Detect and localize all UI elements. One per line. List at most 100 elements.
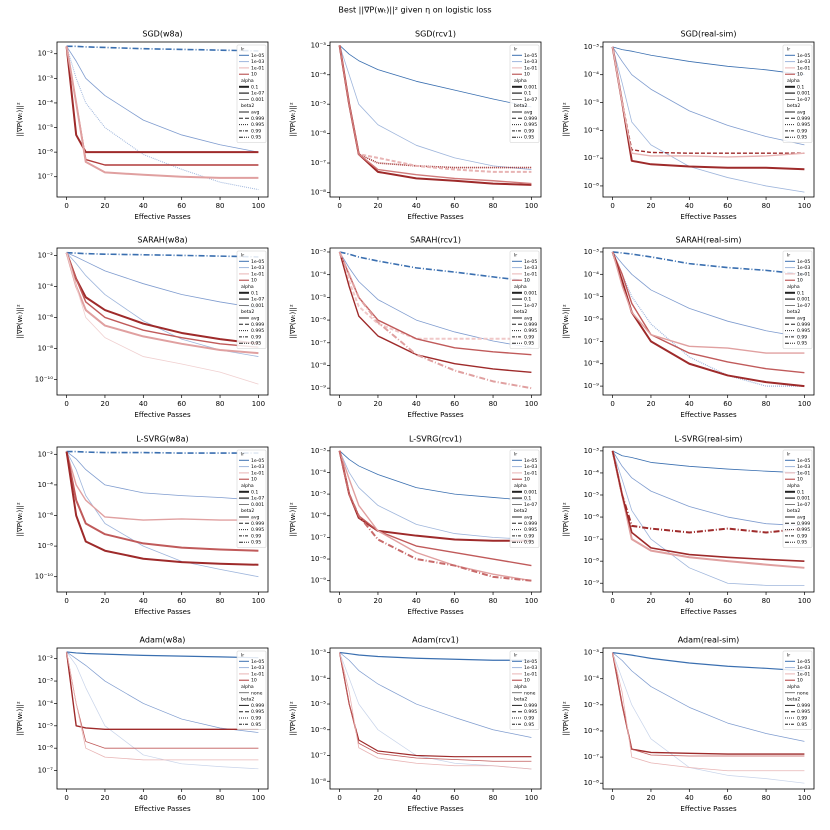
legend-label: 0.999 [251,116,264,122]
x-tick-label: 80 [216,400,225,408]
x-tick-label: 60 [450,400,459,408]
legend-label: 1e-05 [524,53,537,59]
legend-label: 1e-01 [797,470,810,476]
series-line [338,251,532,340]
series-line [338,251,532,390]
legend-label: 1e-07 [524,97,537,103]
legend-group-title: lr [514,47,517,53]
x-axis-label: Effective Passes [680,213,737,221]
y-tick-label: 10⁻⁷ [584,535,600,543]
x-tick-label: 0 [610,794,614,802]
legend-label: 1e-05 [251,259,264,265]
series-line [612,46,805,146]
y-tick-label: 10⁻⁷ [311,533,327,541]
y-tick-label: 10⁻⁶ [311,316,327,324]
legend-label: 0.1 [797,290,804,296]
plot-frame [56,446,269,593]
legend-label: 1e-05 [797,53,810,59]
series-line [338,45,532,185]
legend-label: 1e-05 [524,458,537,464]
y-tick-label: 10⁻⁷ [584,753,600,761]
legend-label: 1e-03 [797,665,810,671]
plot-frame [602,446,815,593]
legend-label: 0.995 [251,527,264,533]
y-tick-label: 10⁻⁶ [584,315,600,323]
y-tick-label: 10⁻⁴ [38,699,54,707]
x-tick-label: 0 [337,794,341,802]
x-tick-label: 100 [798,794,811,802]
series-line [339,251,532,349]
legend-label: 1e-05 [797,259,810,265]
x-tick-label: 100 [252,400,265,408]
legend-group-title: lr [787,653,790,659]
x-axis-label: Effective Passes [134,805,191,813]
legend-label: 0.1 [524,297,531,303]
series-line [338,45,532,186]
legend-label: 1e-03 [251,665,264,671]
legend-group-title: alpha [241,284,254,290]
series-line [612,652,805,757]
series-line [66,651,259,749]
legend-label: 1e-03 [797,59,810,65]
legend-label: 0.999 [797,521,810,527]
legend-label: none [251,691,263,696]
legend-label: avg [524,516,533,521]
series-line [338,251,532,356]
legend-label: 0.95 [797,135,807,141]
legend-label: avg [251,111,260,116]
x-tick-label: 60 [450,794,459,802]
legend-label: 0.999 [524,703,537,709]
x-tick-label: 20 [100,400,109,408]
y-tick-label: 10⁻⁶ [38,148,54,156]
legend-label: 1e-01 [251,271,264,277]
legend-group-title: beta2 [787,508,800,514]
x-tick-label: 0 [64,794,68,802]
y-tick-label: 10⁻⁴ [311,271,327,279]
y-tick-label: 10⁻⁴ [38,282,54,290]
series-line [612,450,805,474]
x-tick-label: 0 [64,597,68,605]
legend-group-title: lr [241,452,244,458]
x-tick-label: 0 [337,597,341,605]
x-tick-label: 80 [762,400,771,408]
y-tick-label: 10⁻⁶ [584,727,600,735]
legend-label: 0.99 [797,334,807,340]
y-tick-label: 10⁻⁷ [311,159,327,167]
legend-group-title: beta2 [514,697,527,703]
x-axis-label: Effective Passes [134,213,191,221]
y-tick-label: 10⁻⁴ [311,468,327,476]
x-tick-label: 60 [723,597,732,605]
series-line [66,252,259,385]
series-line [612,450,805,527]
series-line [339,251,532,283]
x-axis-label: Effective Passes [407,213,464,221]
series-line [612,46,805,76]
y-axis-label: ||∇P(wₜ)||² [16,102,24,137]
x-tick-label: 100 [525,202,538,210]
legend-label: 10 [251,278,257,284]
x-axis-label: Effective Passes [407,805,464,813]
legend-box [782,650,813,730]
legend-label: 0.99 [251,533,261,539]
legend-label: 1e-07 [251,496,264,502]
panel-title: Adam(rcv1) [412,636,459,645]
plot-frame [329,446,542,593]
y-tick-label: 10⁻⁶ [311,130,327,138]
series-line [65,451,259,566]
legend-label: 0.999 [797,703,810,709]
legend-label: avg [251,516,260,521]
series-line [339,652,532,770]
figure-title: Best ||∇P(wₜ)||² given η on logistic los… [338,6,491,15]
legend-label: 0.001 [524,290,537,296]
legend-label: 1e-05 [251,659,264,665]
y-axis-label: ||∇P(wₜ)||² [16,502,24,537]
legend-group-title: lr [241,47,244,53]
x-tick-label: 40 [685,597,694,605]
legend-label: 1e-03 [524,59,537,65]
x-tick-label: 80 [216,202,225,210]
legend-label: 1e-03 [524,665,537,671]
series-line [66,451,259,501]
y-tick-label: 10⁻⁶ [38,313,54,321]
legend-box [509,449,540,548]
legend-label: 1e-07 [797,97,810,103]
